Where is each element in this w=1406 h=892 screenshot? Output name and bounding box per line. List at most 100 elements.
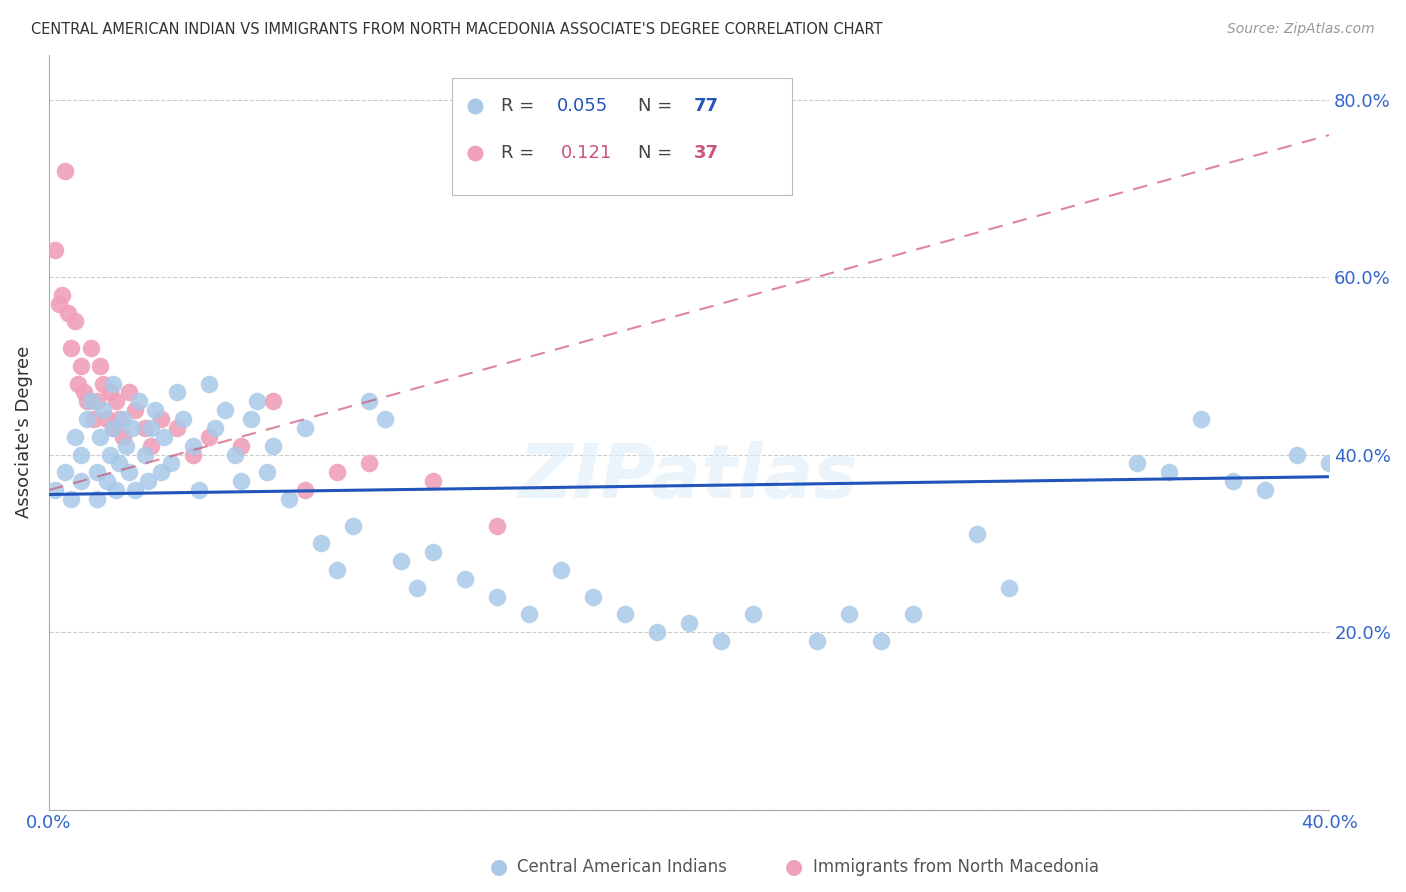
Point	[48, 296, 70, 310]
Point	[454, 572, 477, 586]
Point	[172, 412, 194, 426]
FancyBboxPatch shape	[453, 78, 792, 194]
Point	[53, 163, 76, 178]
Point	[806, 634, 828, 648]
Point	[66, 376, 89, 391]
Point	[181, 448, 204, 462]
Point	[44, 244, 66, 258]
Point	[101, 376, 124, 391]
Point	[60, 341, 83, 355]
Point	[198, 430, 221, 444]
Point	[966, 527, 988, 541]
Point	[229, 439, 252, 453]
Point	[901, 607, 924, 622]
Point	[134, 421, 156, 435]
Point	[166, 385, 188, 400]
Point	[70, 474, 93, 488]
Point	[224, 448, 246, 462]
Point	[998, 581, 1021, 595]
Point	[1126, 457, 1149, 471]
Point	[229, 474, 252, 488]
Point	[136, 474, 159, 488]
Point	[141, 439, 163, 453]
Point	[153, 430, 176, 444]
Point	[101, 421, 124, 435]
Point	[86, 465, 108, 479]
Text: R =: R =	[501, 145, 546, 162]
Point	[550, 563, 572, 577]
Point	[79, 341, 101, 355]
Point	[76, 412, 98, 426]
Point	[44, 483, 66, 497]
Point	[198, 376, 221, 391]
Point	[76, 394, 98, 409]
Y-axis label: Associate's Degree: Associate's Degree	[15, 346, 32, 518]
Text: 0.055: 0.055	[557, 97, 609, 115]
Point	[166, 421, 188, 435]
Point	[108, 412, 131, 426]
Text: Immigrants from North Macedonia: Immigrants from North Macedonia	[813, 858, 1098, 876]
Point	[710, 634, 733, 648]
Point	[357, 457, 380, 471]
Text: ZIPatlas: ZIPatlas	[519, 442, 859, 514]
Point	[326, 563, 349, 577]
Point	[1254, 483, 1277, 497]
Point	[239, 412, 262, 426]
Point	[422, 474, 444, 488]
Point	[96, 412, 118, 426]
Point	[614, 607, 637, 622]
Point	[262, 439, 284, 453]
Text: Source: ZipAtlas.com: Source: ZipAtlas.com	[1227, 22, 1375, 37]
Text: N =: N =	[638, 145, 678, 162]
Point	[118, 465, 141, 479]
Point	[63, 430, 86, 444]
Point	[294, 483, 316, 497]
Point	[108, 457, 131, 471]
Point	[1189, 412, 1212, 426]
Point	[517, 607, 540, 622]
Point	[278, 491, 301, 506]
Point	[141, 421, 163, 435]
Point	[582, 590, 605, 604]
Point	[79, 394, 101, 409]
Point	[114, 439, 136, 453]
Point	[118, 385, 141, 400]
Text: ●: ●	[491, 857, 508, 877]
Point	[51, 287, 73, 301]
Point	[111, 412, 134, 426]
Point	[83, 412, 105, 426]
Point	[214, 403, 236, 417]
Point	[70, 359, 93, 373]
Point	[342, 518, 364, 533]
Point	[159, 457, 181, 471]
Point	[150, 412, 173, 426]
Point	[89, 359, 111, 373]
Point	[357, 394, 380, 409]
Point	[93, 403, 115, 417]
Point	[1159, 465, 1181, 479]
Point	[124, 483, 146, 497]
Text: 37: 37	[695, 145, 720, 162]
Point	[98, 448, 121, 462]
Point	[188, 483, 211, 497]
Point	[742, 607, 765, 622]
Point	[389, 554, 412, 568]
Point	[678, 616, 700, 631]
Point	[56, 305, 79, 319]
Point	[406, 581, 429, 595]
Point	[89, 430, 111, 444]
Point	[256, 465, 278, 479]
Point	[70, 448, 93, 462]
Point	[838, 607, 860, 622]
Point	[326, 465, 349, 479]
Point	[105, 483, 128, 497]
Point	[60, 491, 83, 506]
Point	[101, 421, 124, 435]
Point	[73, 385, 96, 400]
Point	[486, 518, 509, 533]
Point	[262, 394, 284, 409]
Point	[1222, 474, 1244, 488]
Point	[1104, 30, 1126, 45]
Point	[181, 439, 204, 453]
Point	[143, 403, 166, 417]
